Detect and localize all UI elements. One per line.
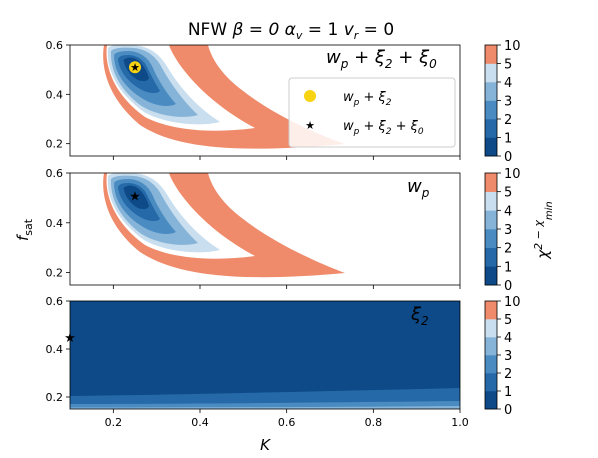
colorbar-tick-label: 0 <box>504 150 512 165</box>
x-tick-label: 0.2 <box>105 416 123 429</box>
colorbar-tick-label: 5 <box>504 313 512 328</box>
legend: wp + ξ2 ★ wp + ξ2 + ξ0 <box>288 77 456 148</box>
colorbar-tick-label: 10 <box>504 167 521 182</box>
colorbar-panel-3: 0 1 2 3 4 5 10 <box>484 295 521 418</box>
colorbar-tick-label: 2 <box>504 367 512 382</box>
x-tick-label: 0.8 <box>365 416 383 429</box>
x-tick-label: 0.6 <box>278 416 296 429</box>
contours-panel-3 <box>70 301 460 409</box>
colorbar-tick-label: 0 <box>504 403 512 418</box>
y-ticks-panel-3: 0.2 0.4 0.6 <box>46 295 70 404</box>
legend-entry-2: wp + ξ2 + ξ0 <box>343 119 424 137</box>
y-tick-label: 0.4 <box>46 343 64 356</box>
x-tick-label: 0.4 <box>191 416 209 429</box>
x-axis-label: K <box>260 436 271 454</box>
colorbar-tick-label: 1 <box>504 132 512 147</box>
colorbar-segment <box>485 337 497 356</box>
x-ticks-panel-3: 0.2 0.4 0.6 0.8 1.0 <box>105 409 469 429</box>
colorbar-tick-label: 3 <box>504 95 512 110</box>
y-axis-label: fsat <box>14 218 35 241</box>
y-ticks-panel-2: 0.2 0.4 0.6 <box>46 167 70 280</box>
legend-box <box>288 77 456 148</box>
colorbar-segment <box>485 229 497 248</box>
colorbar-segment <box>485 210 497 230</box>
colorbar-tick-label: 5 <box>504 58 512 73</box>
colorbar-segment <box>485 191 497 211</box>
colorbar-tick-label: 4 <box>504 204 512 219</box>
colorbar-tick-label: 1 <box>504 385 512 400</box>
best-fit-star-panel-3: ★ <box>64 331 76 346</box>
axes-frame-panel-2 <box>69 172 461 286</box>
legend-star-marker: ★ <box>305 119 315 132</box>
best-fit-circle-panel-1 <box>129 61 141 74</box>
colorbar-segment <box>485 45 497 64</box>
panel-wp: 0.2 0.4 0.6 ★ wp <box>46 167 461 289</box>
x-tick-label: 1.0 <box>451 416 469 429</box>
panel-xi2: 0.2 0.4 0.6 0.8 1.0 0.2 0.4 0.6 ★ ξ2 <box>46 295 469 429</box>
colorbar-tick-label: 0 <box>504 279 512 294</box>
y-tick-label: 0.4 <box>46 217 64 230</box>
axes-frame-panel-1 <box>69 44 461 157</box>
colorbar-segment <box>485 100 497 120</box>
colorbar-segment <box>485 266 497 286</box>
colorbar-segment <box>485 173 497 192</box>
y-tick-label: 0.6 <box>46 39 64 52</box>
colorbar-tick-label: 10 <box>504 39 521 54</box>
best-fit-star-panel-1: ★ <box>130 61 140 74</box>
axes-frame-panel-3 <box>69 300 461 410</box>
colorbar-segment <box>485 373 497 392</box>
y-tick-label: 0.2 <box>46 267 64 280</box>
best-fit-star-panel-2: ★ <box>129 189 141 204</box>
colorbar-tick-label: 3 <box>504 223 512 238</box>
y-tick-label: 0.6 <box>46 295 64 308</box>
colorbar-tick-label: 3 <box>504 349 512 364</box>
y-tick-label: 0.2 <box>46 138 64 151</box>
x-ticks-panel-2 <box>112 285 461 289</box>
colorbar-tick-label: 4 <box>504 76 512 91</box>
x-ticks-panel-1 <box>112 156 461 160</box>
contours-panel-2 <box>103 173 345 278</box>
colorbar-tick-label: 4 <box>504 331 512 346</box>
colorbar-segment <box>485 137 497 157</box>
colorbar-tick-label: 2 <box>504 113 512 128</box>
colorbar-tick-label: 2 <box>504 242 512 257</box>
colorbar-segment <box>485 301 497 320</box>
colorbar-panel-2: 0 1 2 3 4 5 10 <box>484 167 521 294</box>
colorbar-segment <box>485 355 497 374</box>
legend-circle-marker <box>304 90 316 102</box>
annotation-panel-2: wp <box>407 176 430 200</box>
annotation-panel-3: ξ2 <box>410 304 429 328</box>
legend-entry-1: wp + ξ2 <box>343 90 392 108</box>
colorbar-tick-label: 5 <box>504 186 512 201</box>
colorbar-tick-label: 1 <box>504 260 512 275</box>
y-tick-label: 0.6 <box>46 167 64 180</box>
colorbar-segment <box>485 119 497 138</box>
colorbar-label: χ2 − χmin <box>532 201 555 259</box>
y-tick-label: 0.4 <box>46 88 64 101</box>
colorbar-tick-label: 10 <box>504 295 521 310</box>
y-ticks-panel-1: 0.2 0.4 0.6 <box>46 39 70 151</box>
y-tick-label: 0.2 <box>46 391 64 404</box>
annotation-panel-1: wp + ξ2 + ξ0 <box>326 47 437 71</box>
colorbar-segment <box>485 63 497 83</box>
colorbar-segment <box>485 319 497 338</box>
colorbar-segment <box>485 391 497 410</box>
contour-core <box>123 185 149 210</box>
panel-wp-xi2-xi0: 0.2 0.4 0.6 ★ wp + ξ2 + ξ0 wp + ξ2 ★ wp + … <box>46 39 461 160</box>
colorbar-segment <box>485 247 497 267</box>
colorbar-panel-1: 0 1 2 3 4 5 10 <box>484 39 521 165</box>
contour-level-3-4 <box>70 406 460 409</box>
chart-title: NFW β = 0 αv = 1 vr = 0 <box>188 20 394 42</box>
colorbar-segment <box>485 82 497 101</box>
